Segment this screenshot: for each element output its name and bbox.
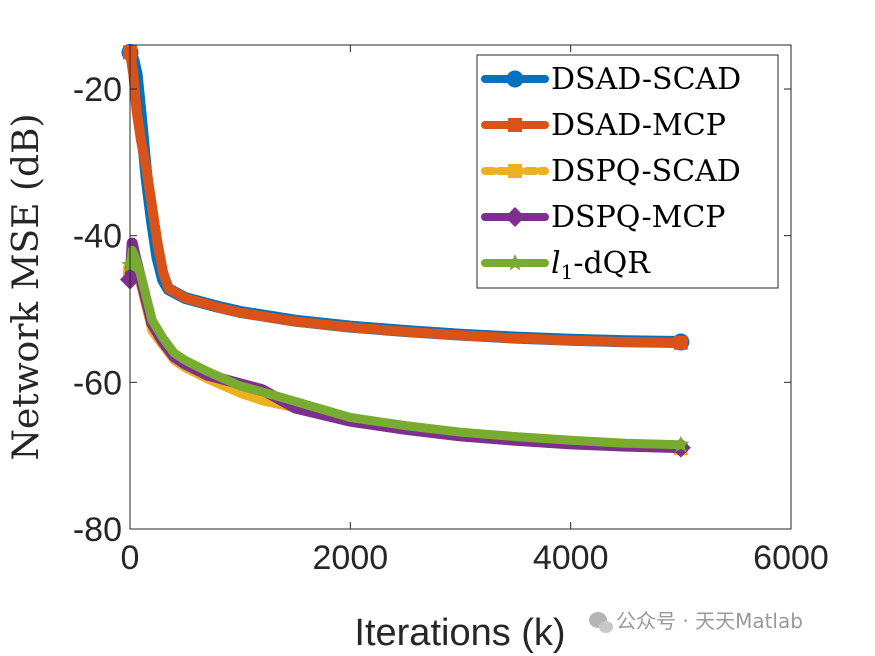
x-tick-label: 6000 (753, 539, 829, 577)
watermark: 公众号 · 天天Matlab (589, 609, 803, 633)
series-marker-4-1 (672, 435, 690, 452)
series-line-4 (125, 245, 686, 450)
legend-entry-label: l1-dQR (551, 246, 651, 284)
legend-entry-label: DSPQ-SCAD (551, 154, 741, 189)
axes-layer: 0 2000 4000 6000 -80 -60 -40 -20 (73, 44, 829, 577)
y-tick-label: -60 (73, 364, 122, 402)
legend-marker-0 (506, 70, 524, 88)
x-tick-label: 0 (121, 539, 140, 577)
legend: DSAD-SCAD DSAD-MCP DSPQ-SCAD DSPQ-MCP l1-dQR (476, 54, 779, 289)
legend-entry-label: DSAD-MCP (551, 108, 726, 143)
series-marker-1-1 (673, 335, 688, 350)
y-axis-label: Network MSE (dB) (6, 113, 47, 460)
series-line-1 (125, 47, 686, 348)
legend-entry-label: DSPQ-MCP (551, 200, 725, 235)
y-tick-label: -80 (73, 511, 122, 549)
x-axis-label: Iterations (k) (354, 612, 565, 654)
legend-marker-2 (508, 164, 522, 178)
y-tick-label: -20 (73, 71, 122, 109)
legend-marker-4 (506, 254, 524, 271)
wechat-icon (589, 612, 613, 633)
legend-marker-1 (508, 118, 522, 132)
legend-marker-3 (505, 207, 525, 227)
x-tick-label: 2000 (313, 539, 389, 577)
legend-entry-label: DSAD-SCAD (551, 62, 741, 97)
y-tick-label: -40 (73, 218, 122, 256)
x-tick-label: 4000 (533, 539, 609, 577)
axes-box (129, 44, 792, 530)
series-layer (120, 43, 691, 458)
watermark-text: 公众号 · 天天Matlab (616, 609, 803, 633)
